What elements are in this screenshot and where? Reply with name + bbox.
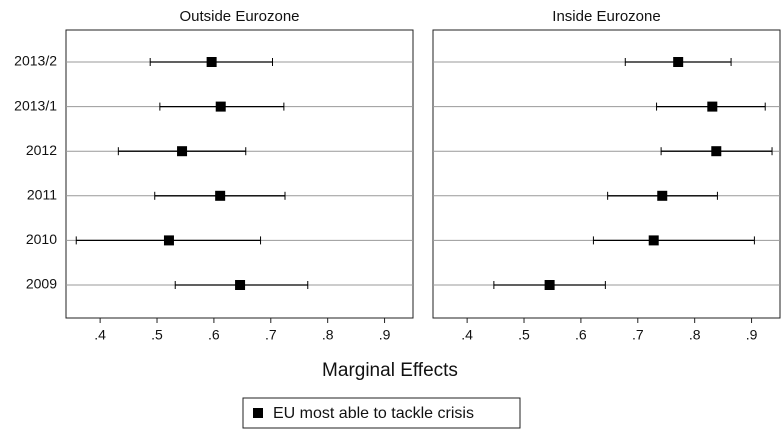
point <box>673 57 684 67</box>
point <box>163 235 174 246</box>
x-tick-label: .6 <box>575 327 587 343</box>
x-tick-label: .4 <box>94 327 106 343</box>
x-tick-label: .7 <box>632 327 644 343</box>
y-tick-label: 2012 <box>26 142 57 158</box>
point <box>215 101 226 112</box>
x-tick-label: .5 <box>518 327 530 343</box>
x-tick-label: .9 <box>379 327 391 343</box>
point <box>711 146 722 157</box>
y-tick-label: 2013/2 <box>14 53 57 69</box>
point <box>177 146 188 157</box>
legend-marker <box>253 408 263 418</box>
x-tick-label: .8 <box>322 327 334 343</box>
point <box>206 57 217 67</box>
point <box>657 190 668 201</box>
legend-label: EU most able to tackle crisis <box>273 405 474 422</box>
x-tick-label: .7 <box>265 327 277 343</box>
x-tick-label: .6 <box>208 327 220 343</box>
point <box>648 235 659 246</box>
point <box>215 190 226 201</box>
y-tick-label: 2010 <box>26 231 57 247</box>
y-tick-label: 2011 <box>27 187 57 203</box>
y-tick-label: 2013/1 <box>14 97 57 113</box>
x-tick-label: .5 <box>151 327 163 343</box>
panel <box>432 29 781 319</box>
panel-title: Outside Eurozone <box>179 8 299 25</box>
x-tick-label: .4 <box>461 327 473 343</box>
point <box>544 280 555 290</box>
x-tick-label: .9 <box>746 327 758 343</box>
y-tick-label: 2009 <box>26 276 57 292</box>
point <box>235 280 246 290</box>
panel-title: Inside Eurozone <box>552 8 660 25</box>
x-axis-label: Marginal Effects <box>322 360 458 381</box>
panel <box>65 29 414 319</box>
legend-box <box>242 397 521 429</box>
point <box>707 101 718 112</box>
x-tick-label: .8 <box>689 327 701 343</box>
